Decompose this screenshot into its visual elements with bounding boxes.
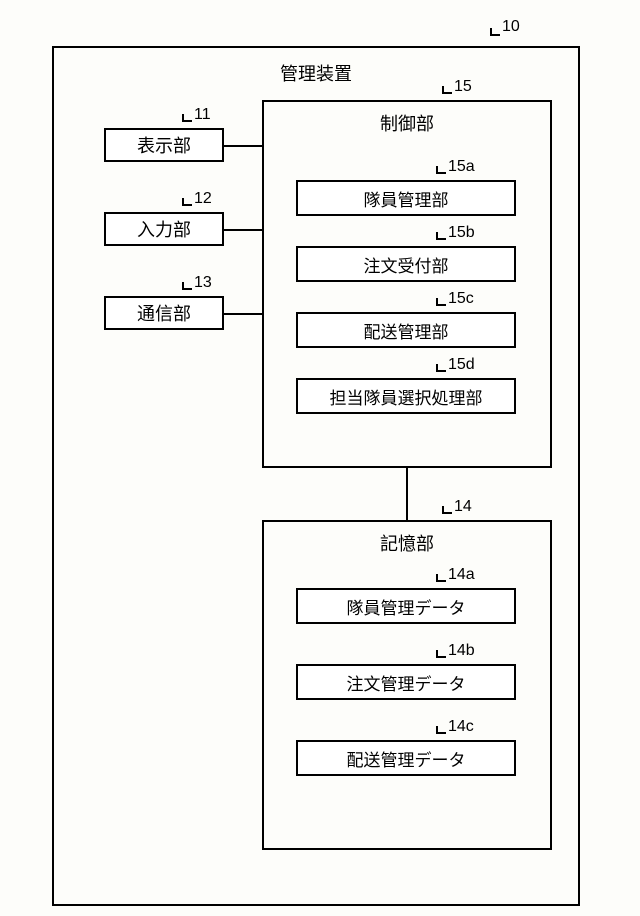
connector-control-storage	[406, 468, 408, 520]
storage-item-14b: 注文管理データ	[296, 664, 516, 700]
diagram-canvas: 10 管理装置表示部 11 入力部 12 通信部 13 15 制御部隊員管理部 15a 注文受付部 1…	[0, 0, 640, 916]
left-box-11: 表示部	[104, 128, 224, 162]
left-box-tick-12	[182, 198, 192, 206]
storage-item-14c: 配送管理データ	[296, 740, 516, 776]
left-box-id-12: 12	[194, 190, 212, 208]
storage-box-title: 記憶部	[262, 530, 552, 556]
control-item-id-15a: 15a	[448, 158, 475, 176]
outer-box-title: 管理装置	[52, 60, 580, 86]
storage-item-14a: 隊員管理データ	[296, 588, 516, 624]
left-box-tick-13	[182, 282, 192, 290]
connector-left-2	[224, 313, 262, 315]
control-item-15b: 注文受付部	[296, 246, 516, 282]
left-box-13: 通信部	[104, 296, 224, 330]
connector-left-0	[224, 145, 262, 147]
control-item-15d: 担当隊員選択処理部	[296, 378, 516, 414]
left-box-id-13: 13	[194, 274, 212, 292]
control-item-15c: 配送管理部	[296, 312, 516, 348]
control-box-id: 15	[454, 78, 472, 96]
storage-item-id-14a: 14a	[448, 566, 475, 584]
storage-item-tick-14c	[436, 726, 446, 734]
control-item-id-15c: 15c	[448, 290, 474, 308]
control-box-title: 制御部	[262, 110, 552, 136]
connector-left-1	[224, 229, 262, 231]
control-item-tick-15d	[436, 364, 446, 372]
storage-item-tick-14a	[436, 574, 446, 582]
storage-box-tick	[442, 506, 452, 514]
control-item-tick-15c	[436, 298, 446, 306]
storage-item-id-14b: 14b	[448, 642, 475, 660]
control-box-tick	[442, 86, 452, 94]
outer-box-tick	[490, 28, 500, 36]
outer-box-id: 10	[502, 18, 520, 36]
control-item-id-15d: 15d	[448, 356, 475, 374]
storage-item-id-14c: 14c	[448, 718, 474, 736]
storage-box-id: 14	[454, 498, 472, 516]
left-box-12: 入力部	[104, 212, 224, 246]
left-box-tick-11	[182, 114, 192, 122]
control-item-id-15b: 15b	[448, 224, 475, 242]
control-item-15a: 隊員管理部	[296, 180, 516, 216]
storage-item-tick-14b	[436, 650, 446, 658]
left-box-id-11: 11	[194, 106, 211, 124]
control-item-tick-15a	[436, 166, 446, 174]
control-item-tick-15b	[436, 232, 446, 240]
